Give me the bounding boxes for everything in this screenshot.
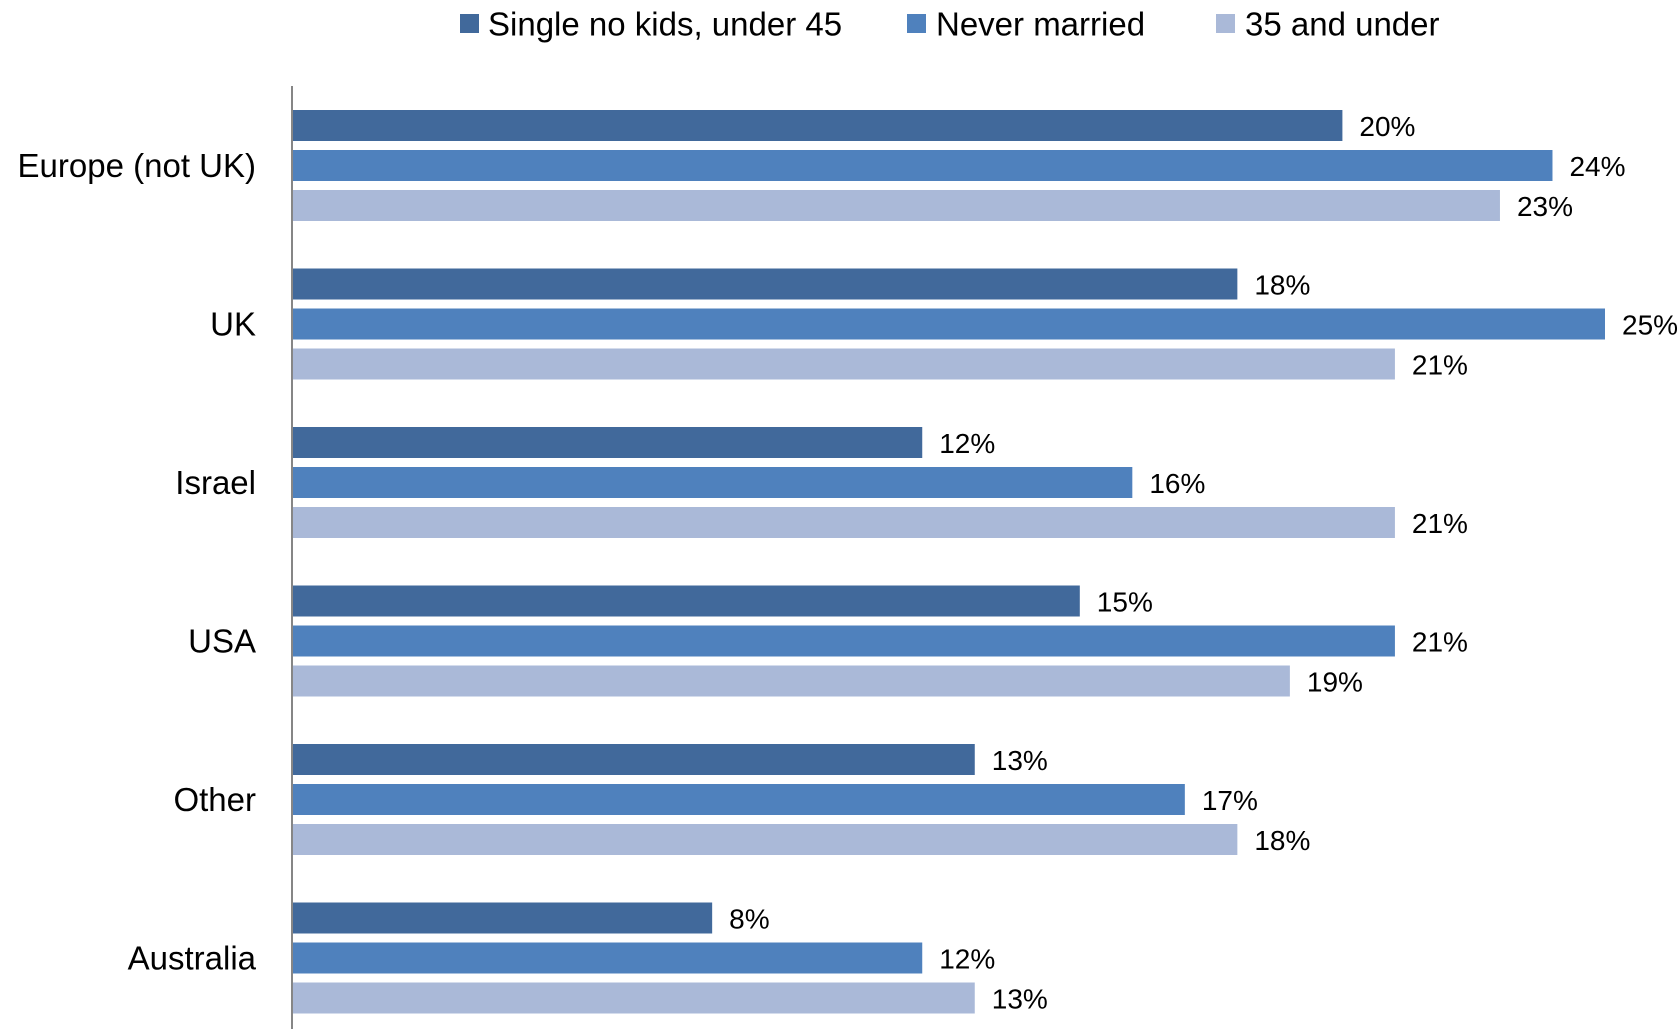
value-label-israel-single-no-kids-under-45: 12% xyxy=(939,428,995,459)
legend-swatch-35-and-under xyxy=(1216,14,1235,33)
bar-other-single-no-kids-under-45 xyxy=(292,744,975,775)
value-label-usa-single-no-kids-under-45: 15% xyxy=(1097,587,1153,618)
bar-israel-never-married xyxy=(292,467,1133,498)
bar-europe-not-uk-35-and-under xyxy=(292,190,1500,221)
bar-europe-not-uk-single-no-kids-under-45 xyxy=(292,110,1343,141)
category-label-australia: Australia xyxy=(128,940,257,977)
category-label-usa: USA xyxy=(188,623,256,660)
legend-item-never-married: Never married xyxy=(907,6,1145,43)
bar-europe-not-uk-never-married xyxy=(292,150,1553,181)
value-label-uk-35-and-under: 21% xyxy=(1412,350,1468,381)
value-label-australia-single-no-kids-under-45: 8% xyxy=(729,904,769,935)
legend: Single no kids, under 45 Never married 35 … xyxy=(460,6,1440,43)
legend-item-35-and-under: 35 and under xyxy=(1216,6,1440,43)
value-label-europe-not-uk-single-no-kids-under-45: 20% xyxy=(1359,111,1415,142)
value-label-uk-single-no-kids-under-45: 18% xyxy=(1254,270,1310,301)
bar-uk-single-no-kids-under-45 xyxy=(292,268,1238,300)
value-label-europe-not-uk-35-and-under: 23% xyxy=(1517,191,1573,222)
bar-israel-single-no-kids-under-45 xyxy=(292,427,923,458)
bar-australia-never-married xyxy=(292,942,923,974)
bar-usa-never-married xyxy=(292,625,1395,657)
value-label-australia-35-and-under: 13% xyxy=(992,984,1048,1015)
legend-swatch-single-no-kids-under-45 xyxy=(460,14,479,33)
value-label-other-single-no-kids-under-45: 13% xyxy=(992,745,1048,776)
legend-label-35-and-under: 35 and under xyxy=(1245,6,1440,43)
value-label-usa-35-and-under: 19% xyxy=(1307,667,1363,698)
legend-item-single-no-kids-under-45: Single no kids, under 45 xyxy=(460,6,842,43)
bar-uk-35-and-under xyxy=(292,348,1395,380)
value-labels-group: 20% 24% 23% 18% 25% 21% 12% 16% 21% 15% 21% 19% 13% 1… xyxy=(729,111,1678,1015)
value-label-usa-never-married: 21% xyxy=(1412,627,1468,658)
value-label-europe-not-uk-never-married: 24% xyxy=(1569,151,1625,182)
bar-australia-35-and-under xyxy=(292,982,975,1014)
bar-other-35-and-under xyxy=(292,824,1238,855)
bar-usa-single-no-kids-under-45 xyxy=(292,585,1080,617)
value-label-israel-never-married: 16% xyxy=(1149,468,1205,499)
category-label-other: Other xyxy=(173,781,256,818)
category-labels-group: Europe (not UK) UK Israel USA Other Australia xyxy=(18,147,257,977)
legend-swatch-never-married xyxy=(907,14,926,33)
category-label-europe-not-uk: Europe (not UK) xyxy=(18,147,256,184)
value-label-israel-35-and-under: 21% xyxy=(1412,508,1468,539)
category-label-israel: Israel xyxy=(175,464,256,501)
value-label-australia-never-married: 12% xyxy=(939,944,995,975)
category-label-uk: UK xyxy=(210,306,256,343)
value-label-other-never-married: 17% xyxy=(1202,785,1258,816)
bars-group xyxy=(292,110,1605,1014)
bar-other-never-married xyxy=(292,784,1185,815)
bar-usa-35-and-under xyxy=(292,665,1290,697)
legend-label-never-married: Never married xyxy=(936,6,1145,43)
bar-australia-single-no-kids-under-45 xyxy=(292,902,713,934)
bar-israel-35-and-under xyxy=(292,507,1395,538)
bar-uk-never-married xyxy=(292,308,1605,340)
legend-label-single-no-kids-under-45: Single no kids, under 45 xyxy=(488,6,842,43)
value-label-uk-never-married: 25% xyxy=(1622,310,1678,341)
value-label-other-35-and-under: 18% xyxy=(1254,825,1310,856)
